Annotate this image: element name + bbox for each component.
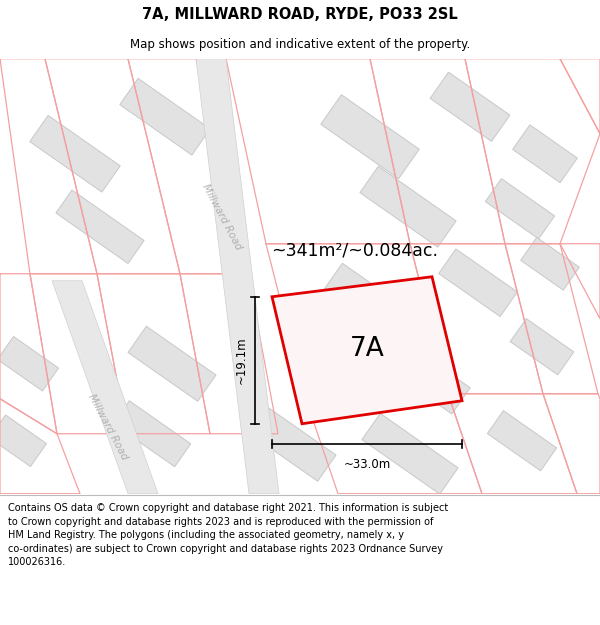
Polygon shape: [196, 59, 279, 494]
Polygon shape: [113, 401, 191, 467]
Polygon shape: [366, 328, 470, 414]
Polygon shape: [485, 179, 554, 239]
Polygon shape: [30, 116, 120, 192]
Polygon shape: [487, 411, 557, 471]
Polygon shape: [521, 238, 580, 290]
Polygon shape: [510, 319, 574, 375]
Polygon shape: [321, 95, 419, 179]
Polygon shape: [272, 277, 462, 424]
Polygon shape: [439, 249, 517, 316]
Text: ~341m²/~0.084ac.: ~341m²/~0.084ac.: [271, 242, 439, 260]
Text: 7A, MILLWARD ROAD, RYDE, PO33 2SL: 7A, MILLWARD ROAD, RYDE, PO33 2SL: [142, 7, 458, 22]
Text: 7A: 7A: [350, 336, 385, 362]
Text: Contains OS data © Crown copyright and database right 2021. This information is : Contains OS data © Crown copyright and d…: [8, 503, 448, 568]
Polygon shape: [56, 190, 144, 264]
Polygon shape: [120, 78, 210, 155]
Polygon shape: [360, 166, 456, 247]
Text: Millward Road: Millward Road: [86, 392, 130, 461]
Polygon shape: [128, 326, 216, 401]
Text: ~19.1m: ~19.1m: [235, 336, 248, 384]
Polygon shape: [324, 263, 412, 338]
Text: Map shows position and indicative extent of the property.: Map shows position and indicative extent…: [130, 38, 470, 51]
Polygon shape: [362, 413, 458, 494]
Polygon shape: [248, 406, 336, 481]
Polygon shape: [430, 72, 510, 141]
Text: ~33.0m: ~33.0m: [343, 458, 391, 471]
Text: Millward Road: Millward Road: [200, 182, 244, 251]
Polygon shape: [0, 336, 59, 391]
Polygon shape: [52, 281, 158, 494]
Polygon shape: [0, 415, 47, 466]
Polygon shape: [512, 125, 577, 182]
